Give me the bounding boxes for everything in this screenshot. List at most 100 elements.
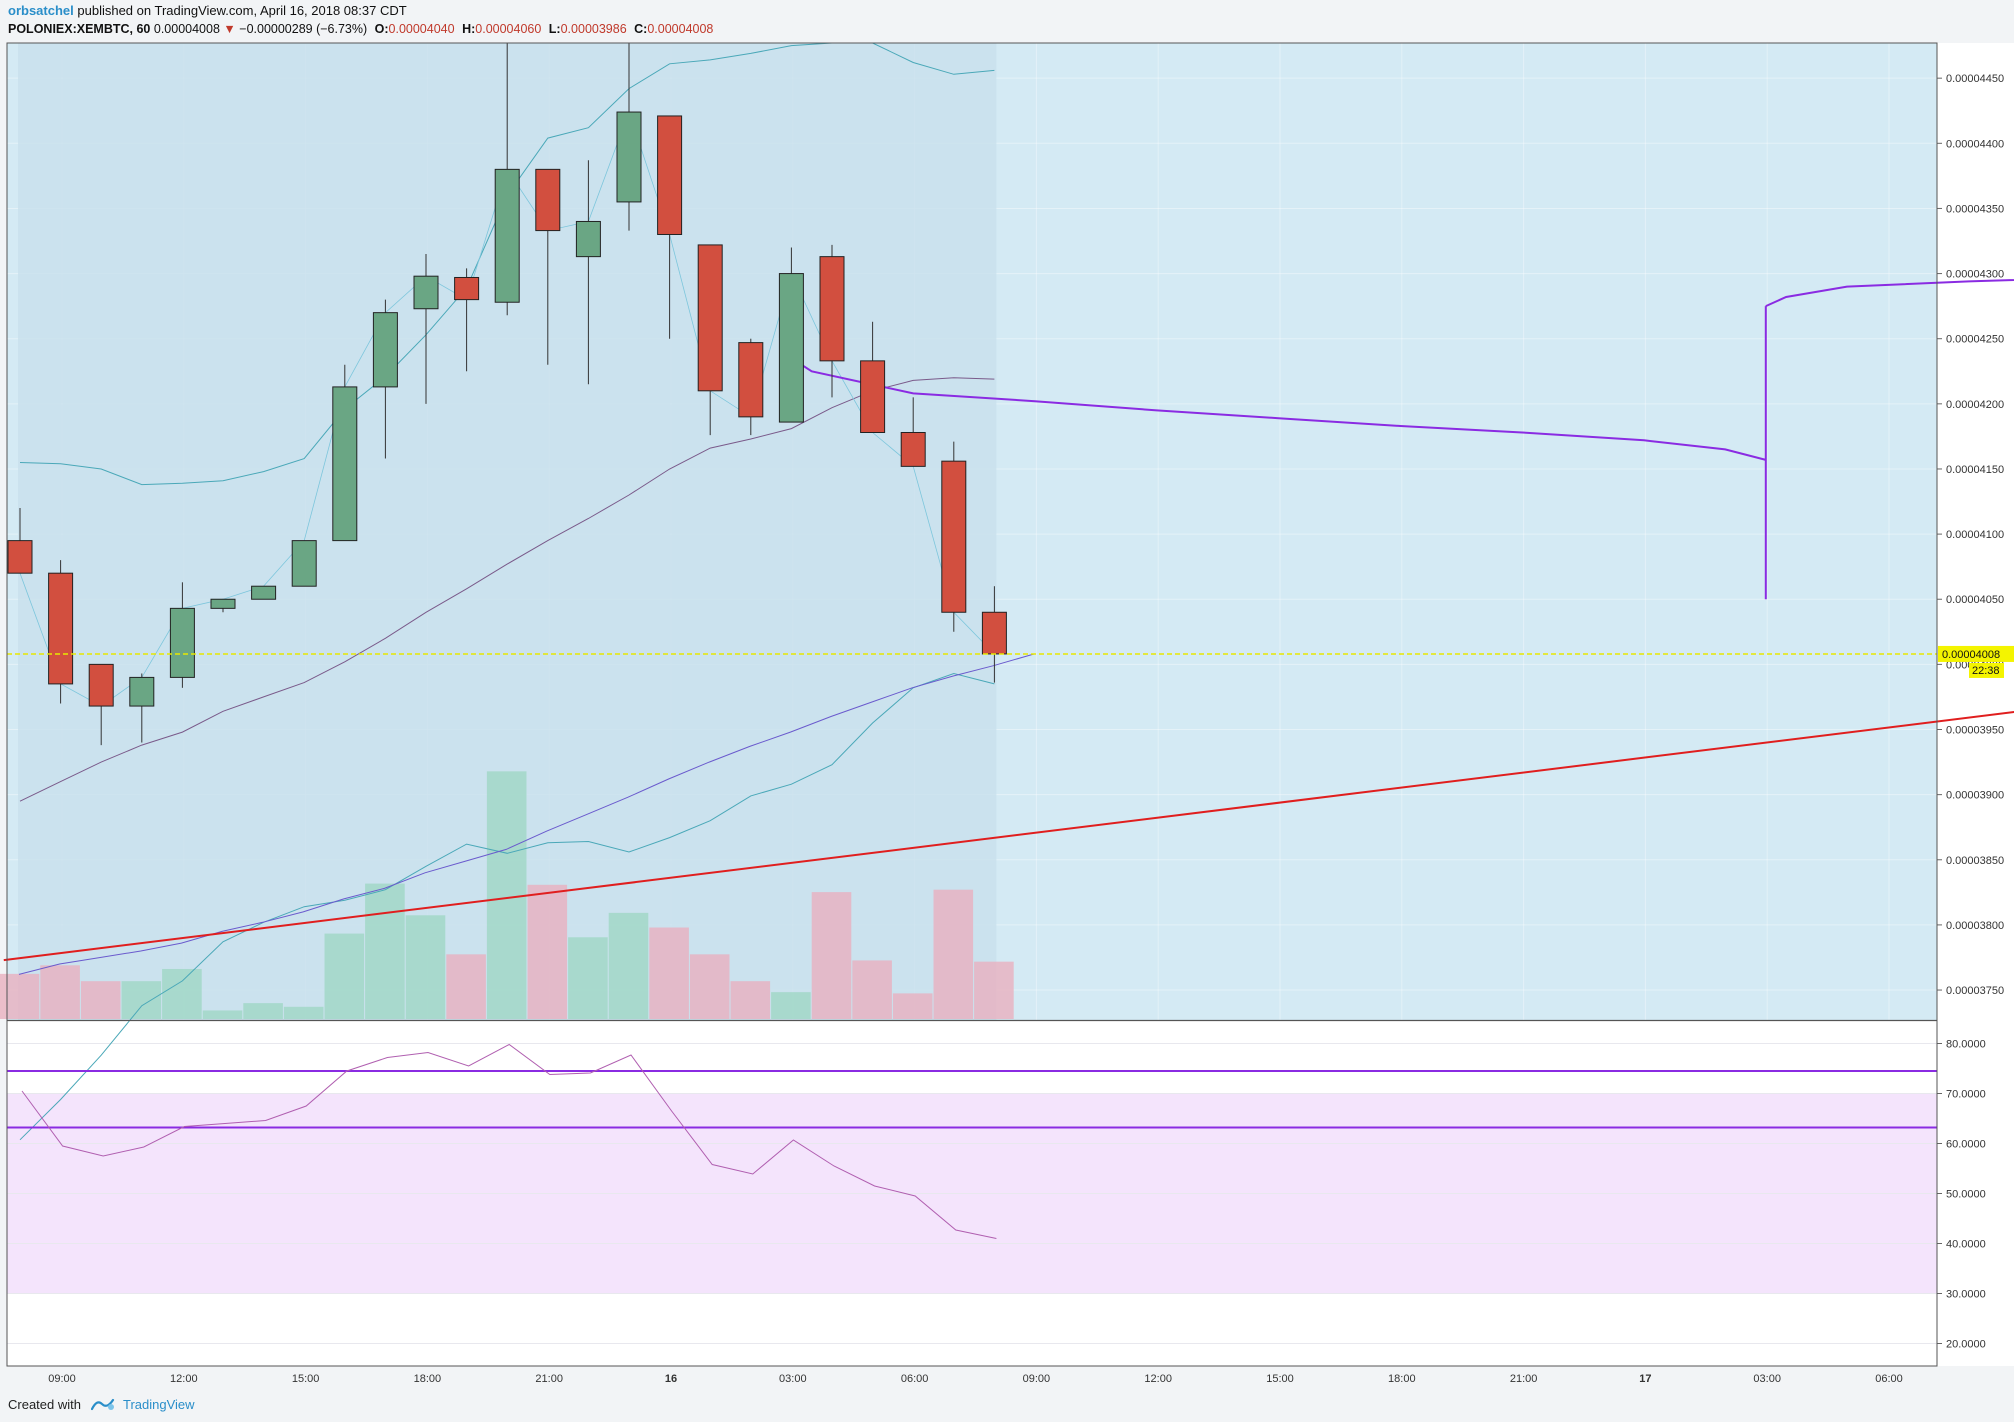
volume-bar <box>0 973 40 1019</box>
candle-body <box>535 168 561 232</box>
volume-bar <box>202 1010 243 1019</box>
volume-bar <box>771 992 811 1019</box>
volume-bar <box>811 892 852 1019</box>
volume-bar <box>892 993 933 1019</box>
high-value: 0.00004060 <box>475 22 542 36</box>
candle-body <box>129 676 155 707</box>
candle-body <box>697 244 723 392</box>
candle-body <box>291 540 317 587</box>
volume-bar <box>40 965 80 1019</box>
candle-body <box>860 360 886 433</box>
down-arrow-icon: ▼ <box>223 22 236 36</box>
x-tick-label: 18:00 <box>414 1373 442 1385</box>
created-with-text: Created with <box>8 1396 81 1412</box>
last-price: 0.00004008 <box>153 22 220 36</box>
ascending-trendline <box>3 710 2014 962</box>
volume-bar <box>405 915 446 1019</box>
candle-body <box>169 607 195 678</box>
rsi-tick-label: 70.0000 <box>1946 1089 1986 1101</box>
tradingview-logo-icon <box>90 1398 115 1411</box>
candle-body <box>413 275 439 310</box>
volume-bar <box>649 927 689 1019</box>
candle-body <box>900 431 926 467</box>
vwap-upper-line <box>1765 278 2014 308</box>
volume-bar <box>446 954 486 1019</box>
x-tick-label: 06:00 <box>1875 1373 1903 1385</box>
y-tick-label: 0.00004450 <box>1946 73 2004 85</box>
x-tick-label: 16 <box>665 1373 677 1385</box>
volume-bar <box>162 968 202 1019</box>
volume-bar <box>243 1003 283 1019</box>
x-tick-label: 03:00 <box>779 1373 807 1385</box>
candle-body <box>981 611 1007 655</box>
x-tick-label: 12:00 <box>170 1373 198 1385</box>
y-tick-label: 0.00004200 <box>1946 399 2004 411</box>
volume-bar <box>974 961 1014 1019</box>
volume-bar <box>80 981 121 1019</box>
x-tick-label: 17 <box>1639 1373 1651 1385</box>
candle-body <box>454 276 480 301</box>
candle-body <box>210 598 236 609</box>
y-tick-label: 0.00004250 <box>1946 334 2004 346</box>
footer: Created with TradingView <box>8 1394 195 1414</box>
x-tick-label: 09:00 <box>1023 1373 1051 1385</box>
y-tick-label: 0.00004350 <box>1946 203 2004 215</box>
symbol-line: POLONIEX:XEMBTC, 60 0.00004008 ▼ −0.0000… <box>8 20 1998 38</box>
close-label: C: <box>634 22 648 36</box>
y-tick-label: 0.00003800 <box>1946 920 2004 932</box>
current-price-tag <box>1938 645 2014 662</box>
volume-bar <box>283 1006 324 1019</box>
author-link[interactable]: orbsatchel <box>8 3 74 18</box>
candle-body <box>819 256 845 362</box>
volume-bar <box>689 954 730 1019</box>
candle-body <box>738 342 764 418</box>
x-tick-label: 21:00 <box>535 1373 563 1385</box>
price-scale-background <box>1937 43 2014 1366</box>
y-tick-label: 0.00003850 <box>1946 855 2004 867</box>
candle-body <box>616 111 642 203</box>
countdown-tag-label: 22:38 <box>1972 665 2000 677</box>
x-tick-label: 15:00 <box>292 1373 320 1385</box>
y-tick-label: 0.00004300 <box>1946 269 2004 281</box>
countdown-tag <box>1969 662 2004 678</box>
moving-average-line <box>18 653 1035 975</box>
candle-body <box>372 312 398 388</box>
rsi-tick-label: 80.0000 <box>1946 1039 1986 1051</box>
candle-body <box>778 273 804 423</box>
x-tick-label: 15:00 <box>1266 1373 1294 1385</box>
volume-bar <box>365 883 405 1019</box>
open-value: 0.00004040 <box>388 22 455 36</box>
rsi-line <box>21 1043 997 1239</box>
x-tick-label: 21:00 <box>1510 1373 1538 1385</box>
low-label: L: <box>548 22 561 36</box>
x-tick-label: 03:00 <box>1753 1373 1781 1385</box>
open-label: O: <box>374 22 389 36</box>
y-tick-label: 0.00004050 <box>1946 594 2004 606</box>
chart-header: orbsatchel published on TradingView.com,… <box>8 2 1998 42</box>
tradingview-brand[interactable]: TradingView <box>90 1397 195 1412</box>
volume-bar <box>486 771 527 1019</box>
bollinger-lower-line <box>19 672 995 1141</box>
volume-bar <box>568 937 608 1019</box>
published-text: published on TradingView.com, April 16, … <box>77 3 407 18</box>
candle-body <box>7 540 33 574</box>
y-tick-label: 0.00003750 <box>1946 985 2004 997</box>
y-tick-label: 0.00003950 <box>1946 725 2004 737</box>
rsi-tick-label: 60.0000 <box>1946 1139 1986 1151</box>
y-tick-label: 0.00004150 <box>1946 464 2004 476</box>
candle-body <box>657 115 683 235</box>
symbol-label: POLONIEX:XEMBTC, 60 <box>8 22 151 36</box>
candle-body <box>251 585 277 600</box>
rsi-tick-label: 40.0000 <box>1946 1239 1986 1251</box>
volume-bar <box>324 933 365 1019</box>
candle-body <box>332 386 358 542</box>
candle-body <box>941 460 967 613</box>
rsi-tick-label: 50.0000 <box>1946 1189 1986 1201</box>
rsi-tick-label: 30.0000 <box>1946 1289 1986 1301</box>
y-tick-label: 0.00003900 <box>1946 790 2004 802</box>
x-tick-label: 12:00 <box>1144 1373 1172 1385</box>
candle-body <box>88 663 114 707</box>
publish-line: orbsatchel published on TradingView.com,… <box>8 2 1998 20</box>
low-value: 0.00003986 <box>560 22 627 36</box>
